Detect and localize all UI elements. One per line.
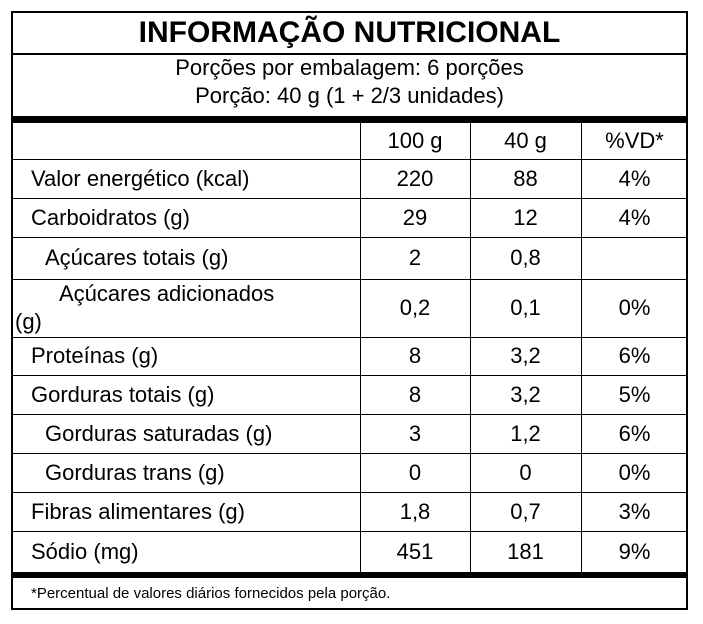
column-divider — [360, 123, 361, 572]
row-divider — [13, 414, 686, 415]
nutrient-value-dv: 9% — [618, 538, 651, 564]
column-header: 100 g — [387, 128, 443, 153]
footnote: *Percentual de valores diários fornecido… — [31, 585, 391, 602]
column-divider — [470, 123, 471, 572]
nutrient-label: Carboidratos (g) — [31, 204, 190, 230]
row-divider — [13, 237, 686, 238]
nutrient-label: Sódio (mg) — [31, 538, 139, 564]
nutrient-value-dv: 4% — [618, 165, 651, 191]
nutrient-value-per40: 12 — [513, 204, 538, 230]
nutrient-label: Fibras alimentares (g) — [31, 498, 245, 524]
row-divider — [13, 492, 686, 493]
row-divider — [13, 531, 686, 532]
nutrient-label: Valor energético (kcal) — [31, 165, 250, 191]
nutrient-value-per100: 0 — [408, 459, 422, 485]
nutrient-value-dv: 3% — [618, 498, 651, 524]
nutrient-value-per100: 3 — [408, 420, 422, 446]
row-divider — [13, 453, 686, 454]
nutrient-value-per40: 181 — [507, 538, 544, 564]
nutrient-label: Gorduras totais (g) — [31, 381, 215, 407]
nutrient-value-per100: 1,8 — [399, 498, 431, 524]
nutrient-value-dv: 6% — [618, 343, 651, 368]
nutrient-value-per100: 8 — [408, 381, 422, 407]
nutrient-label: Proteínas (g) — [31, 343, 159, 368]
nutrient-value-per40: 88 — [513, 165, 538, 191]
column-divider — [581, 123, 582, 572]
row-divider — [13, 279, 686, 280]
nutrient-label-continued: (g) — [15, 309, 42, 334]
nutrient-value-per100: 220 — [396, 165, 434, 191]
nutrient-value-per100: 0,2 — [399, 295, 431, 320]
nutrient-value-dv: 5% — [618, 381, 651, 407]
column-header: %VD* — [605, 128, 664, 153]
nutrient-value-per40: 3,2 — [510, 343, 541, 368]
nutrient-value-dv: 0% — [618, 295, 651, 320]
header-divider — [13, 116, 686, 123]
title-divider — [13, 53, 686, 55]
label-title: INFORMAÇÃO NUTRICIONAL — [138, 16, 561, 49]
row-divider — [13, 375, 686, 376]
nutrient-value-per40: 0,7 — [510, 498, 541, 524]
nutrient-value-per100: 8 — [408, 343, 422, 368]
row-divider — [13, 198, 686, 199]
nutrient-value-per40: 3,2 — [510, 381, 541, 407]
nutrient-value-dv: 0% — [618, 459, 651, 485]
nutrient-value-dv: 4% — [618, 204, 651, 230]
nutrient-label: Gorduras saturadas (g) — [45, 420, 273, 446]
column-header: 40 g — [504, 128, 547, 153]
nutrient-value-per40: 0,1 — [510, 295, 541, 320]
nutrient-value-per40: 0,8 — [510, 245, 541, 270]
nutrient-value-per100: 2 — [408, 245, 422, 270]
nutrient-label: Gorduras trans (g) — [45, 459, 225, 485]
nutrient-value-per40: 1,2 — [510, 420, 541, 446]
nutrient-value-per100: 29 — [402, 204, 428, 230]
nutrient-value-per100: 451 — [396, 538, 434, 564]
nutrient-value-per40: 0 — [519, 459, 532, 485]
row-divider — [13, 337, 686, 338]
servings-per-package: Porções por embalagem: 6 porções — [175, 55, 524, 80]
nutrition-facts-label: INFORMAÇÃO NUTRICIONAL Porções por embal… — [11, 11, 688, 610]
row-divider — [13, 159, 686, 160]
serving-size: Porção: 40 g (1 + 2/3 unidades) — [195, 83, 504, 108]
nutrient-value-dv: 6% — [618, 420, 651, 446]
footer-divider — [13, 572, 686, 578]
nutrient-label: Açúcares totais (g) — [45, 245, 229, 270]
nutrient-label: Açúcares adicionados — [59, 281, 275, 306]
